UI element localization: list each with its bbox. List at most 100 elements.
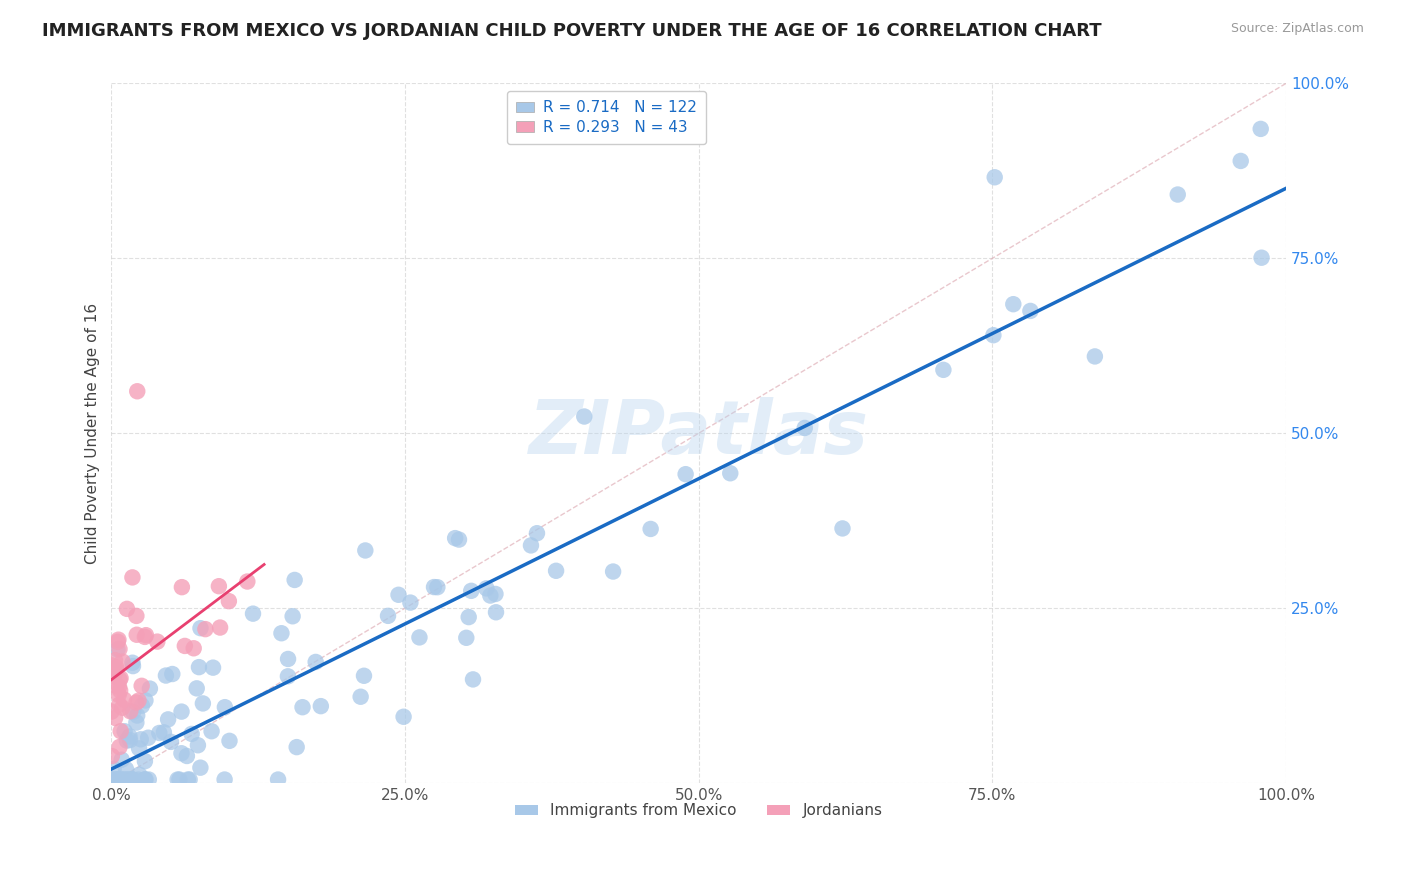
Point xyxy=(138,772,160,787)
Point xyxy=(191,697,214,711)
Point xyxy=(117,772,139,787)
Point xyxy=(127,772,149,787)
Point xyxy=(129,732,152,747)
Point xyxy=(148,726,170,740)
Point xyxy=(475,582,498,596)
Legend: Immigrants from Mexico, Jordanians: Immigrants from Mexico, Jordanians xyxy=(509,797,889,824)
Point xyxy=(108,772,131,787)
Point xyxy=(108,680,131,694)
Point xyxy=(146,634,169,648)
Point xyxy=(200,724,222,739)
Point xyxy=(179,772,201,787)
Point xyxy=(456,631,478,645)
Point xyxy=(479,589,502,603)
Point xyxy=(125,608,148,623)
Point xyxy=(285,740,308,755)
Point xyxy=(170,746,193,760)
Point xyxy=(1084,350,1107,364)
Point xyxy=(214,700,236,714)
Point xyxy=(173,639,195,653)
Point xyxy=(1229,153,1251,168)
Point xyxy=(134,772,156,787)
Point xyxy=(309,699,332,714)
Point xyxy=(423,580,446,594)
Point xyxy=(932,363,955,377)
Point xyxy=(460,583,482,598)
Point xyxy=(485,605,508,619)
Point xyxy=(108,739,131,754)
Point xyxy=(100,658,122,673)
Point xyxy=(101,772,124,787)
Point xyxy=(100,705,122,719)
Point xyxy=(121,772,143,787)
Point xyxy=(105,772,128,787)
Point xyxy=(408,631,430,645)
Point xyxy=(177,772,200,787)
Point xyxy=(202,660,225,674)
Point xyxy=(209,621,232,635)
Point xyxy=(183,641,205,656)
Point xyxy=(115,772,138,787)
Point xyxy=(108,683,131,698)
Point xyxy=(461,673,484,687)
Point xyxy=(793,421,815,435)
Point xyxy=(110,671,132,685)
Point xyxy=(108,698,131,712)
Point xyxy=(157,712,180,726)
Point xyxy=(128,741,150,756)
Point xyxy=(107,642,129,657)
Point xyxy=(121,772,143,787)
Point xyxy=(131,679,153,693)
Point xyxy=(105,679,128,693)
Point xyxy=(101,749,124,764)
Point xyxy=(127,384,149,399)
Point xyxy=(134,630,156,644)
Point xyxy=(118,730,141,744)
Point xyxy=(457,610,479,624)
Point xyxy=(194,622,217,636)
Point xyxy=(162,667,184,681)
Point xyxy=(114,724,136,739)
Point xyxy=(447,533,470,547)
Point xyxy=(136,731,159,745)
Point xyxy=(270,626,292,640)
Point xyxy=(1250,251,1272,265)
Point xyxy=(284,573,307,587)
Point xyxy=(350,690,373,704)
Point xyxy=(122,705,145,719)
Point xyxy=(155,668,177,682)
Point xyxy=(128,768,150,782)
Point xyxy=(107,634,129,648)
Point xyxy=(107,772,129,787)
Point xyxy=(277,652,299,666)
Text: ZIPatlas: ZIPatlas xyxy=(529,397,869,470)
Point xyxy=(105,772,128,787)
Point xyxy=(121,772,143,787)
Point xyxy=(180,727,202,741)
Point xyxy=(169,772,191,787)
Point xyxy=(1002,297,1025,311)
Point xyxy=(831,521,853,535)
Point xyxy=(187,738,209,752)
Point xyxy=(354,543,377,558)
Point xyxy=(520,538,543,552)
Point xyxy=(153,725,176,739)
Point xyxy=(353,669,375,683)
Point xyxy=(236,574,259,589)
Point xyxy=(115,733,138,747)
Text: IMMIGRANTS FROM MEXICO VS JORDANIAN CHILD POVERTY UNDER THE AGE OF 16 CORRELATIO: IMMIGRANTS FROM MEXICO VS JORDANIAN CHIL… xyxy=(42,22,1102,40)
Point xyxy=(105,772,128,787)
Point xyxy=(170,580,193,594)
Point xyxy=(107,772,129,787)
Point xyxy=(111,700,134,714)
Point xyxy=(112,772,135,787)
Point xyxy=(208,579,231,593)
Point xyxy=(108,673,131,687)
Point xyxy=(546,564,568,578)
Point xyxy=(218,594,240,608)
Point xyxy=(399,596,422,610)
Point xyxy=(214,772,236,787)
Point xyxy=(484,587,506,601)
Text: Source: ZipAtlas.com: Source: ZipAtlas.com xyxy=(1230,22,1364,36)
Point xyxy=(118,733,141,747)
